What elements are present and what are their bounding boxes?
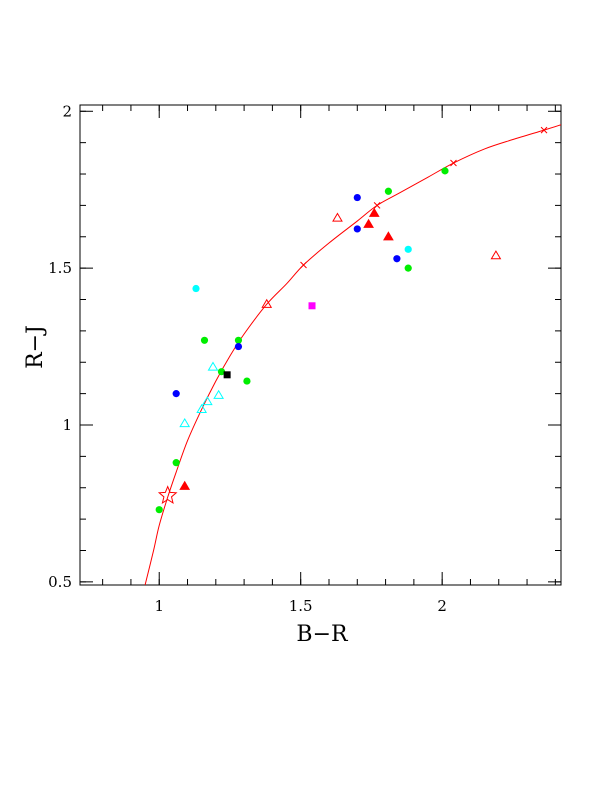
data-point-circle [234, 342, 243, 351]
axis-labels-group: B−R R−J [23, 325, 349, 647]
data-point-circle [155, 506, 163, 514]
data-point-circle [172, 459, 180, 467]
data-point-circle [393, 255, 401, 263]
data-point-star [157, 485, 178, 504]
fit-cross-marker [300, 261, 307, 269]
fit-cross-marker [450, 159, 457, 167]
x-tick-label: 2 [437, 597, 447, 615]
plot-frame [79, 104, 562, 586]
data-point-triangle-open [332, 212, 343, 222]
data-point-triangle-open [179, 417, 191, 428]
fit-curve-group [144, 124, 561, 585]
data-point-triangle-open [196, 403, 208, 413]
data-point-triangle-filled [368, 207, 380, 217]
data-point-circle [217, 368, 226, 376]
y-tick-label: 1.5 [48, 259, 72, 277]
y-tick-label: 2 [62, 102, 72, 120]
data-point-circle [192, 284, 200, 293]
data-point-triangle-open [213, 389, 225, 399]
data-point-circle [234, 336, 243, 344]
data-point-triangle-open [201, 395, 213, 406]
data-point-triangle-filled [179, 480, 191, 490]
data-points-group [155, 167, 502, 514]
data-point-circle [353, 193, 361, 202]
data-point-triangle-filled [363, 218, 374, 228]
data-point-circle [384, 187, 393, 195]
y-axis-label: R−J [23, 325, 48, 369]
data-point-circle [200, 336, 209, 344]
x-tick-label: 1 [154, 597, 164, 615]
data-point-circle [243, 377, 251, 385]
x-axis-label: B−R [296, 622, 349, 647]
y-tick-label: 1 [62, 416, 72, 434]
data-point-square [308, 302, 316, 310]
fit-cross-marker [373, 202, 381, 209]
fit-curve [144, 124, 561, 585]
fit-cross-marker [540, 126, 548, 134]
data-point-square [223, 371, 231, 379]
data-point-circle [172, 390, 180, 398]
data-point-triangle-open [207, 361, 219, 371]
data-point-circle [404, 245, 412, 253]
y-tick-label: 0.5 [48, 573, 72, 591]
data-point-circle [441, 167, 449, 175]
data-point-triangle-open [490, 250, 502, 260]
chart-axes: 1 1.5 2 0.5 1 1.5 2 [48, 102, 562, 615]
data-point-circle [353, 225, 361, 233]
x-tick-label: 1.5 [289, 597, 313, 615]
data-point-triangle-open [261, 298, 273, 308]
data-point-circle [404, 264, 412, 272]
data-point-triangle-filled [383, 231, 394, 241]
